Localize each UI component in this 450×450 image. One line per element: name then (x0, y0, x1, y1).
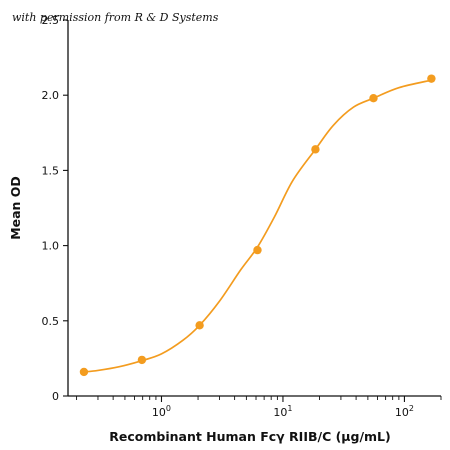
data-points-layer (79, 74, 436, 377)
x-axis-ticks: 100 101 102 (76, 396, 442, 419)
x-tick-label: 100 (152, 404, 171, 419)
y-tick-label: 0 (52, 390, 59, 403)
y-tick-label: 1.0 (42, 240, 60, 253)
y-axis-ticks: 0 0.5 1.0 1.5 2.0 2.5 (42, 14, 68, 403)
data-point (253, 245, 262, 255)
y-tick-label: 2.5 (42, 14, 60, 27)
data-point (137, 355, 147, 365)
x-axis-label: Recombinant Human Fcγ RIIB/C (µg/mL) (109, 429, 390, 444)
data-point (369, 94, 378, 103)
data-point (79, 367, 89, 377)
data-point (195, 321, 204, 330)
data-point (311, 145, 320, 154)
y-axis-label: Mean OD (8, 176, 23, 240)
x-tick-label: 101 (273, 404, 292, 419)
fit-curve (83, 79, 432, 373)
x-tick-label-exponent: 0 (166, 404, 171, 413)
fit-curve-layer (83, 79, 432, 373)
x-tick-label-exponent: 1 (287, 404, 292, 413)
data-point (427, 74, 436, 83)
plot-area (67, 20, 441, 397)
x-tick-label-base: 10 (152, 406, 166, 419)
x-tick-label: 102 (395, 404, 414, 419)
x-tick-label-base: 10 (395, 406, 409, 419)
y-tick-label: 2.0 (42, 89, 60, 102)
x-tick-label-exponent: 2 (409, 404, 414, 413)
y-tick-label: 0.5 (42, 315, 60, 328)
y-tick-label: 1.5 (42, 164, 60, 177)
watermark-text: with permission from R & D Systems (12, 11, 219, 24)
x-tick-label-base: 10 (273, 406, 287, 419)
